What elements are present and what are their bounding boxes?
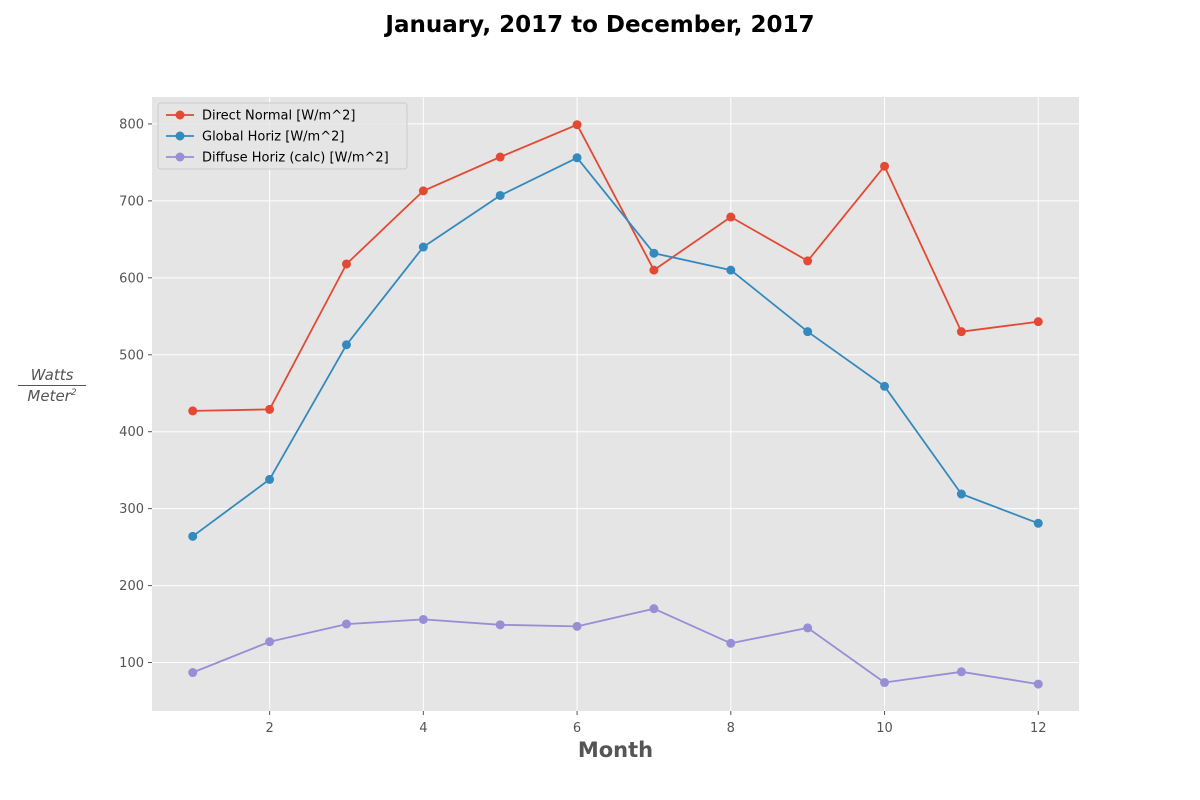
data-point: [1033, 679, 1043, 689]
data-point: [418, 614, 428, 624]
data-point: [188, 531, 198, 541]
y-axis-ticks: 100 200 300 400 500 600 700 800: [119, 117, 152, 671]
data-point: [572, 621, 582, 631]
data-point: [265, 474, 275, 484]
data-point: [341, 340, 351, 350]
legend-item: Global Horiz [W/m^2]: [166, 130, 344, 145]
legend-box: [157, 102, 408, 170]
chart-title: January, 2017 to December, 2017: [385, 12, 815, 38]
data-point: [956, 489, 966, 499]
series-line: [192, 607, 1039, 685]
y-tick-label: 200: [119, 579, 144, 594]
data-point: [265, 637, 275, 647]
legend-item: Diffuse Horiz (calc) [W/m^2]: [166, 151, 389, 166]
data-point: [418, 242, 428, 252]
x-axis-ticks: 2 4 6 8 10 12: [265, 711, 1047, 736]
legend-item: Direct Normal [W/m^2]: [166, 109, 355, 124]
data-point: [572, 153, 582, 163]
series-line: [192, 156, 1039, 538]
data-point: [649, 248, 659, 258]
data-point: [956, 327, 966, 337]
legend-swatch-marker: [175, 131, 185, 141]
plot-background: [152, 97, 1079, 711]
y-axis-label-numerator: Watts: [18, 366, 86, 386]
data-point: [341, 619, 351, 629]
series-2: [188, 153, 1043, 541]
legend: Direct Normal [W/m^2] Global Horiz [W/m^2…: [157, 102, 408, 170]
legend-swatch-marker: [175, 110, 185, 120]
series-group: [188, 120, 1043, 689]
series-3: [188, 604, 1043, 689]
x-tick-label: 6: [573, 721, 581, 736]
x-tick-label: 10: [876, 721, 893, 736]
series-line: [192, 123, 1039, 412]
legend-label: Direct Normal [W/m^2]: [202, 109, 355, 124]
y-tick-label: 800: [119, 117, 144, 132]
data-point: [803, 327, 813, 337]
y-axis-label-denominator-text: Meter: [27, 387, 71, 405]
x-tick-label: 4: [419, 721, 427, 736]
data-point: [726, 638, 736, 648]
y-tick-label: 100: [119, 656, 144, 671]
data-point: [880, 161, 890, 171]
data-point: [803, 256, 813, 266]
data-point: [418, 186, 428, 196]
y-axis-label-exponent: 2: [70, 388, 77, 398]
data-point: [495, 190, 505, 200]
y-tick-label: 500: [119, 348, 144, 363]
data-point: [265, 404, 275, 414]
data-point: [880, 381, 890, 391]
data-point: [1033, 518, 1043, 528]
x-tick-label: 8: [727, 721, 735, 736]
data-point: [649, 265, 659, 275]
x-tick-label: 2: [265, 721, 273, 736]
x-axis-label: Month: [577, 738, 654, 762]
y-tick-label: 700: [119, 194, 144, 209]
data-point: [188, 406, 198, 416]
data-point: [188, 668, 198, 678]
legend-swatch-marker: [175, 152, 185, 162]
data-point: [726, 265, 736, 275]
legend-label: Global Horiz [W/m^2]: [202, 130, 344, 145]
data-point: [956, 667, 966, 677]
data-point: [495, 152, 505, 162]
y-tick-label: 400: [119, 425, 144, 440]
data-point: [495, 620, 505, 630]
data-point: [341, 259, 351, 269]
series-1: [188, 120, 1043, 416]
x-tick-label: 12: [1030, 721, 1047, 736]
data-point: [1033, 317, 1043, 327]
data-point: [649, 604, 659, 614]
y-tick-label: 300: [119, 502, 144, 517]
legend-label: Diffuse Horiz (calc) [W/m^2]: [202, 151, 389, 166]
data-point: [803, 623, 813, 633]
y-tick-label: 600: [119, 271, 144, 286]
y-axis-label-denominator: Meter2: [18, 386, 86, 405]
data-point: [726, 212, 736, 222]
y-axis-label: Watts Meter2: [18, 366, 86, 405]
data-point: [572, 120, 582, 130]
data-point: [880, 678, 890, 688]
